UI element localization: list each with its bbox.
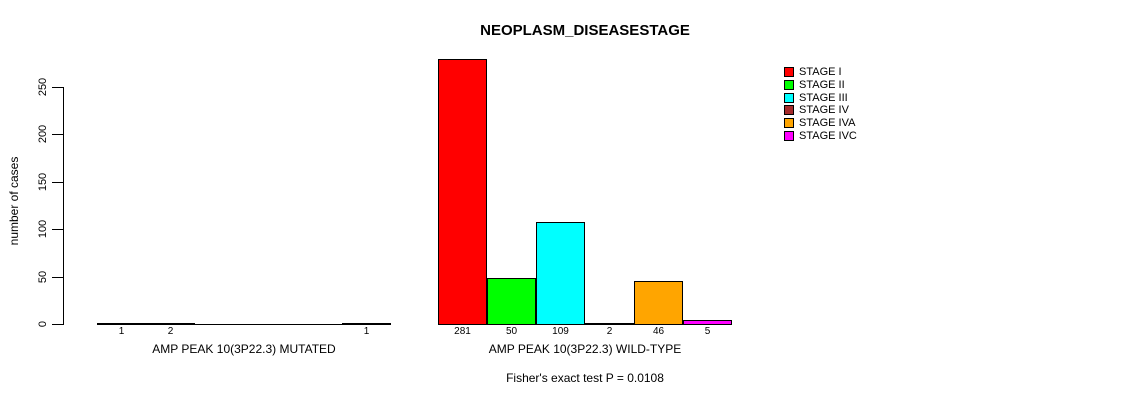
bar-stage-iii-wild-type	[536, 222, 585, 325]
y-axis-tick	[52, 229, 64, 231]
y-axis-tick-label: 250	[37, 77, 49, 97]
bar-value-label: 109	[552, 326, 569, 337]
y-axis-tick	[52, 87, 64, 88]
bar-value-label: 2	[167, 326, 174, 337]
legend-label: STAGE I	[799, 66, 842, 78]
bar-stage-iv-mutated	[244, 324, 293, 325]
bar-stage-iii-mutated	[195, 324, 244, 325]
bar-value-label: 2	[606, 326, 613, 337]
bar-stage-iv-wild-type	[585, 323, 634, 325]
bar-value-label: 1	[363, 326, 370, 337]
legend-swatch-icon	[784, 118, 794, 128]
legend-label: STAGE II	[799, 78, 845, 91]
legend-swatch-icon	[784, 130, 794, 141]
y-axis-tick-label: 100	[37, 220, 49, 239]
legend-swatch-icon	[784, 92, 794, 103]
legend-swatch-icon	[784, 79, 794, 90]
bar-value-label: 5	[704, 326, 711, 337]
bar-stage-i-wild-type	[438, 59, 487, 325]
y-axis-tick-label: 0	[37, 320, 49, 328]
legend-label: STAGE III	[799, 91, 848, 104]
y-axis-label: number of cases	[7, 156, 21, 246]
bar-stage-ii-mutated	[146, 323, 195, 325]
y-axis-tick-label: 150	[37, 172, 49, 191]
y-axis-tick	[52, 276, 64, 278]
bar-stage-iva-wild-type	[634, 281, 683, 325]
bar-value-label: 50	[505, 326, 518, 337]
legend-label: STAGE IV	[799, 104, 849, 117]
bar-value-label: 46	[652, 326, 665, 337]
fisher-test-annotation: Fisher's exact test P = 0.0108	[506, 371, 664, 385]
x-group-label: AMP PEAK 10(3P22.3) MUTATED	[152, 342, 336, 356]
bar-stage-ivc-wild-type	[683, 320, 732, 325]
y-axis-tick-label: 200	[37, 125, 49, 144]
legend-swatch-icon	[784, 67, 794, 77]
legend-swatch-icon	[784, 105, 794, 116]
legend-label: STAGE IVA	[799, 117, 856, 129]
bar-stage-ii-wild-type	[487, 278, 536, 325]
bar-value-label: 1	[118, 326, 125, 337]
x-group-label: AMP PEAK 10(3P22.3) WILD-TYPE	[488, 342, 682, 356]
y-axis-line	[63, 87, 64, 325]
legend-label: STAGE IVC	[799, 129, 857, 142]
y-axis-tick	[52, 134, 64, 136]
bar-stage-ivc-mutated	[342, 323, 391, 325]
bar-stage-i-mutated	[97, 323, 146, 325]
bar-stage-iva-mutated	[293, 324, 342, 325]
bar-value-label: 281	[454, 326, 471, 337]
y-axis-tick	[52, 181, 64, 183]
y-axis-tick	[52, 324, 64, 325]
y-axis-tick-label: 50	[37, 270, 49, 283]
chart-title: NEOPLASM_DISEASESTAGE	[480, 22, 690, 39]
